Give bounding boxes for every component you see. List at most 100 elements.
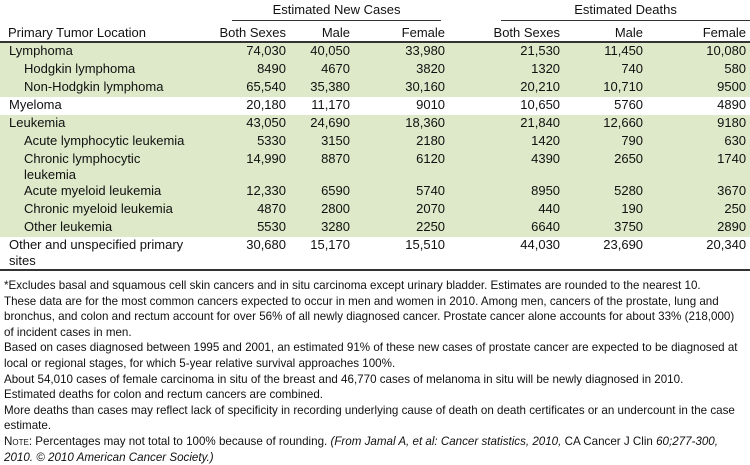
- column-header-row: Primary Tumor Location Both Sexes Male F…: [0, 21, 750, 43]
- row-value: 40,050: [290, 42, 364, 61]
- footnote: Estimated deaths for colon and rectum ca…: [4, 388, 323, 402]
- cancer-statistics-table: Estimated New Cases Estimated Deaths Pri…: [0, 0, 750, 271]
- group-header-new-cases-label: Estimated New Cases: [232, 2, 442, 21]
- table-row: Leukemia 43,050 24,690 18,360 21,840 12,660 91…: [0, 115, 750, 133]
- row-value: 10,080: [655, 42, 750, 61]
- row-value: 3280: [290, 219, 364, 237]
- table-row: Other leukemia 5530 3280 2250 6640 3750 2890: [0, 219, 750, 237]
- group-header-deaths-label: Estimated Deaths: [501, 2, 750, 21]
- row-value: 440: [451, 201, 567, 219]
- row-location: Hodgkin lymphoma: [0, 61, 192, 79]
- row-value: 6120: [364, 151, 452, 183]
- row-value: 12,330: [192, 183, 290, 201]
- row-value: 9180: [655, 115, 750, 133]
- row-value: 2070: [364, 201, 452, 219]
- row-location: Other and unspecified primary sites: [0, 237, 192, 271]
- table-row: Acute myeloid leukemia 12,330 6590 5740 8950…: [0, 183, 750, 201]
- row-value: 740: [566, 61, 656, 79]
- row-value: 4390: [451, 151, 567, 183]
- column-header-new-both: Both Sexes: [192, 21, 290, 43]
- row-location-line: leukemia: [24, 167, 77, 182]
- row-value: 30,160: [364, 79, 452, 97]
- row-value: 2180: [364, 133, 452, 151]
- row-location: Other leukemia: [0, 219, 192, 237]
- column-header-death-both: Both Sexes: [451, 21, 567, 43]
- row-location-line: Chronic lymphocytic: [24, 151, 141, 166]
- row-value: 790: [566, 133, 656, 151]
- column-header-new-female: Female: [364, 21, 452, 43]
- footnote: These data are for the most common cance…: [4, 294, 735, 339]
- group-header-row: Estimated New Cases Estimated Deaths: [0, 0, 750, 21]
- table-row: Hodgkin lymphoma 8490 4670 3820 1320 740 580: [0, 61, 750, 79]
- row-value: 190: [566, 201, 656, 219]
- table-row: Chronic lymphocytic leukemia 14,990 8870 612…: [0, 151, 750, 183]
- row-value: 10,710: [566, 79, 656, 97]
- table-notes: *Excludes basal and squamous cell skin c…: [0, 278, 750, 465]
- table-row: Myeloma 20,180 11,170 9010 10,650 5760 4890: [0, 97, 750, 115]
- row-location: Lymphoma: [0, 42, 192, 61]
- row-location: Chronic lymphocytic leukemia: [0, 151, 192, 183]
- row-value: 2250: [364, 219, 452, 237]
- group-header-empty: [0, 0, 192, 21]
- row-value: 20,180: [246, 97, 286, 112]
- row-value: 11,170: [311, 97, 350, 112]
- row-location-line: Other and unspecified primary: [9, 237, 184, 252]
- table-row: Non-Hodgkin lymphoma 65,540 35,380 30,160 20…: [0, 79, 750, 97]
- row-value: 5280: [566, 183, 656, 201]
- row-value: 3750: [566, 219, 656, 237]
- table-row: Other and unspecified primary sites 30,680…: [0, 237, 750, 271]
- row-value: 8870: [290, 151, 364, 183]
- row-location: Leukemia: [0, 115, 192, 133]
- table-row: Chronic myeloid leukemia 4870 2800 2070 440 1…: [0, 201, 750, 219]
- footnote: About 54,010 cases of female carcinoma i…: [4, 372, 684, 386]
- column-header-location: Primary Tumor Location: [0, 21, 192, 43]
- row-value: 44,030: [451, 237, 567, 271]
- row-value: 3670: [655, 183, 750, 201]
- row-value: 20,340: [655, 237, 750, 271]
- row-value: 6590: [290, 183, 364, 201]
- row-value: 5530: [192, 219, 290, 237]
- row-value: 12,660: [566, 115, 656, 133]
- row-value: 14,990: [192, 151, 290, 183]
- footnote: Based on cases diagnosed between 1995 an…: [4, 341, 738, 370]
- row-location: Myeloma: [9, 97, 62, 112]
- row-value: 18,360: [364, 115, 452, 133]
- column-header-new-male: Male: [290, 21, 364, 43]
- row-value: 5760: [614, 97, 644, 112]
- row-value: 5740: [364, 183, 452, 201]
- row-value: 23,690: [566, 237, 656, 271]
- final-note: Note: Percentages may not total to 100% …: [4, 434, 746, 465]
- column-header-death-female: Female: [655, 21, 750, 43]
- row-value: 10,650: [520, 97, 561, 112]
- row-value: 580: [655, 61, 750, 79]
- citation-journal: CA Cancer J Clin: [561, 434, 657, 448]
- row-value: 24,690: [290, 115, 364, 133]
- row-value: 250: [655, 201, 750, 219]
- table-row: Acute lymphocytic leukemia 5330 3150 2180 14…: [0, 133, 750, 151]
- row-value: 8490: [192, 61, 290, 79]
- row-value: 43,050: [192, 115, 290, 133]
- row-location: Non-Hodgkin lymphoma: [0, 79, 192, 97]
- row-value: 65,540: [192, 79, 290, 97]
- row-value: 4890: [717, 97, 747, 112]
- row-location: Acute myeloid leukemia: [0, 183, 192, 201]
- row-value: 11,450: [566, 42, 656, 61]
- row-value: 33,980: [364, 42, 452, 61]
- row-value: 15,510: [364, 237, 452, 271]
- row-value: 4870: [192, 201, 290, 219]
- row-value: 2800: [290, 201, 364, 219]
- row-value: 74,030: [192, 42, 290, 61]
- footnote: *Excludes basal and squamous cell skin c…: [4, 279, 701, 292]
- row-value: 30,680: [192, 237, 290, 271]
- row-value: 3150: [290, 133, 364, 151]
- row-value: 4670: [290, 61, 364, 79]
- footnote: More deaths than cases may reflect lack …: [4, 403, 735, 433]
- row-value: 3820: [364, 61, 452, 79]
- group-header-new-cases: Estimated New Cases: [192, 0, 451, 21]
- row-value: 1740: [655, 151, 750, 183]
- note-text: Percentages may not total to 100% becaus…: [32, 434, 331, 448]
- row-value: 15,170: [290, 237, 364, 271]
- row-value: 21,840: [451, 115, 567, 133]
- row-location: Chronic myeloid leukemia: [0, 201, 192, 219]
